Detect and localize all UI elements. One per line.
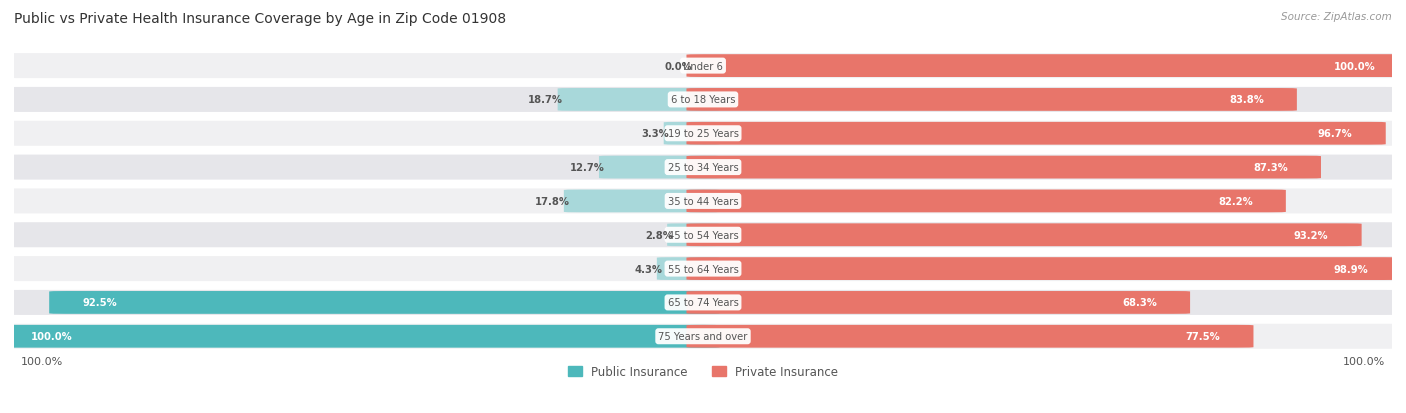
Text: 0.0%: 0.0%	[664, 62, 692, 71]
Text: 68.3%: 68.3%	[1122, 298, 1157, 308]
Legend: Public Insurance, Private Insurance: Public Insurance, Private Insurance	[564, 360, 842, 383]
Text: 87.3%: 87.3%	[1253, 163, 1288, 173]
FancyBboxPatch shape	[686, 258, 1400, 280]
Text: 93.2%: 93.2%	[1294, 230, 1329, 240]
Text: 77.5%: 77.5%	[1185, 332, 1220, 342]
Text: Public vs Private Health Insurance Coverage by Age in Zip Code 01908: Public vs Private Health Insurance Cover…	[14, 12, 506, 26]
FancyBboxPatch shape	[686, 89, 1296, 112]
FancyBboxPatch shape	[686, 156, 1322, 179]
Text: 82.2%: 82.2%	[1218, 197, 1253, 206]
Text: 98.9%: 98.9%	[1333, 264, 1368, 274]
FancyBboxPatch shape	[686, 224, 1361, 247]
FancyBboxPatch shape	[558, 89, 720, 112]
FancyBboxPatch shape	[686, 123, 1386, 145]
Text: 83.8%: 83.8%	[1229, 95, 1264, 105]
Text: 3.3%: 3.3%	[641, 129, 669, 139]
Text: 4.3%: 4.3%	[634, 264, 662, 274]
Text: 2.8%: 2.8%	[645, 230, 672, 240]
FancyBboxPatch shape	[7, 324, 1399, 349]
Text: 65 to 74 Years: 65 to 74 Years	[668, 298, 738, 308]
FancyBboxPatch shape	[7, 290, 1399, 315]
Text: 55 to 64 Years: 55 to 64 Years	[668, 264, 738, 274]
FancyBboxPatch shape	[668, 224, 720, 247]
FancyBboxPatch shape	[7, 121, 1399, 147]
FancyBboxPatch shape	[686, 190, 1286, 213]
Text: 35 to 44 Years: 35 to 44 Years	[668, 197, 738, 206]
FancyBboxPatch shape	[49, 291, 720, 314]
FancyBboxPatch shape	[7, 223, 1399, 248]
Text: 6 to 18 Years: 6 to 18 Years	[671, 95, 735, 105]
Text: 12.7%: 12.7%	[569, 163, 605, 173]
Text: 96.7%: 96.7%	[1317, 129, 1353, 139]
FancyBboxPatch shape	[664, 123, 720, 145]
FancyBboxPatch shape	[564, 190, 720, 213]
Text: 100.0%: 100.0%	[1334, 62, 1375, 71]
FancyBboxPatch shape	[7, 189, 1399, 214]
Text: 100.0%: 100.0%	[31, 332, 72, 342]
Text: 100.0%: 100.0%	[1343, 356, 1385, 366]
FancyBboxPatch shape	[599, 156, 720, 179]
Text: 45 to 54 Years: 45 to 54 Years	[668, 230, 738, 240]
FancyBboxPatch shape	[7, 88, 1399, 113]
FancyBboxPatch shape	[686, 291, 1189, 314]
Text: 17.8%: 17.8%	[534, 197, 569, 206]
FancyBboxPatch shape	[686, 325, 1254, 348]
Text: Source: ZipAtlas.com: Source: ZipAtlas.com	[1281, 12, 1392, 22]
FancyBboxPatch shape	[657, 258, 720, 280]
Text: 75 Years and over: 75 Years and over	[658, 332, 748, 342]
FancyBboxPatch shape	[7, 54, 1399, 79]
Text: Under 6: Under 6	[683, 62, 723, 71]
FancyBboxPatch shape	[686, 55, 1406, 78]
FancyBboxPatch shape	[0, 325, 720, 348]
Text: 92.5%: 92.5%	[83, 298, 117, 308]
Text: 19 to 25 Years: 19 to 25 Years	[668, 129, 738, 139]
Text: 18.7%: 18.7%	[529, 95, 564, 105]
Text: 100.0%: 100.0%	[21, 356, 63, 366]
Text: 25 to 34 Years: 25 to 34 Years	[668, 163, 738, 173]
FancyBboxPatch shape	[7, 155, 1399, 180]
FancyBboxPatch shape	[7, 256, 1399, 281]
